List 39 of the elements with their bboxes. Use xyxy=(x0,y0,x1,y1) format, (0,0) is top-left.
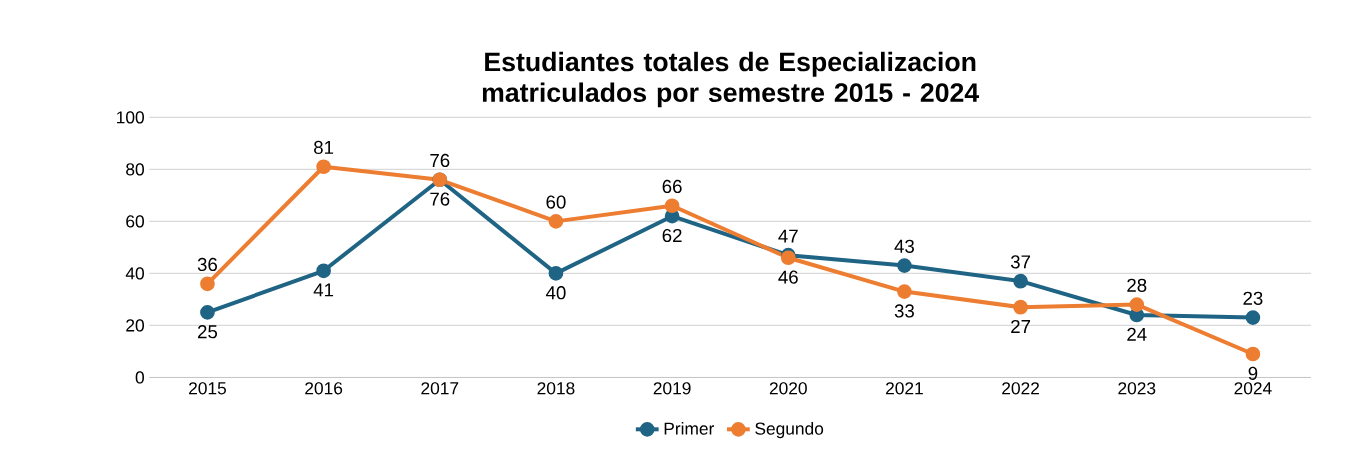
x-tick-label: 2021 xyxy=(886,382,923,395)
y-tick-label: 40 xyxy=(125,267,144,280)
legend-label: Primer xyxy=(664,421,715,435)
data-label: 43 xyxy=(894,239,914,253)
x-tick-label: 2018 xyxy=(537,382,575,395)
y-tick-label: 0 xyxy=(135,371,144,384)
data-label: 23 xyxy=(1243,291,1263,305)
data-label: 27 xyxy=(1011,319,1031,333)
y-tick-label: 100 xyxy=(117,111,144,124)
x-tick-label: 2016 xyxy=(305,382,343,395)
data-label: 66 xyxy=(662,179,682,194)
data-label: 76 xyxy=(430,153,450,168)
data-label: 33 xyxy=(894,304,914,318)
data-label: 41 xyxy=(313,283,334,297)
legend-label: Segundo xyxy=(755,421,824,439)
x-tick-label: 2024 xyxy=(1234,382,1272,395)
data-label: 37 xyxy=(1010,255,1031,269)
data-label: 36 xyxy=(197,257,218,272)
data-label: 46 xyxy=(778,270,798,284)
data-label: 24 xyxy=(1127,327,1147,341)
y-tick-label: 20 xyxy=(126,319,144,332)
data-label: 60 xyxy=(546,195,566,209)
x-tick-label: 2015 xyxy=(189,382,226,395)
x-tick-label: 2017 xyxy=(421,382,459,395)
data-label: 62 xyxy=(662,228,682,243)
x-tick-label: 2023 xyxy=(1118,382,1156,395)
x-tick-label: 2022 xyxy=(1002,382,1039,395)
data-label: 9 xyxy=(1248,366,1258,380)
x-tick-label: 2019 xyxy=(653,382,691,395)
data-label: 81 xyxy=(314,140,334,155)
data-label: 76 xyxy=(430,192,450,206)
y-tick-label: 60 xyxy=(126,215,144,228)
y-tick-label: 80 xyxy=(126,163,144,176)
chart-title: Estudiantes totales de Especializacion matriculados por semestre 2015 - 2024 xyxy=(482,51,980,108)
data-label: 25 xyxy=(198,325,218,339)
data-label: 40 xyxy=(545,286,566,300)
data-label: 28 xyxy=(1127,278,1147,292)
data-label: 47 xyxy=(778,229,798,243)
x-tick-label: 2020 xyxy=(769,382,807,395)
